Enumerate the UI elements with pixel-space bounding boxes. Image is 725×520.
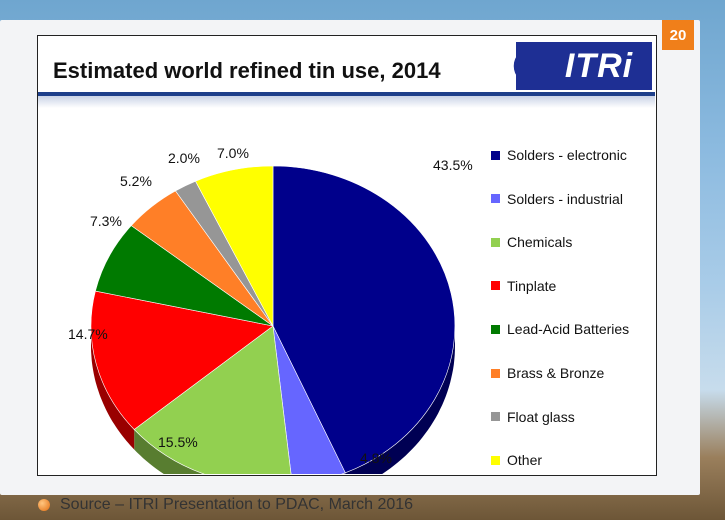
legend-label: Solders - electronic [507, 147, 627, 163]
legend-item-tinplate: Tinplate [491, 277, 556, 295]
pie-slice-side-1 [342, 472, 346, 474]
legend-swatch [491, 368, 500, 378]
itri-logo: ITRi [516, 42, 652, 90]
pie-slice-chemicals [133, 325, 292, 474]
legend-item-other: Other [491, 451, 542, 469]
pie-slice-solders-electronic [272, 165, 456, 474]
title-rule [38, 92, 655, 96]
pie-slice-other [195, 165, 274, 327]
legend-swatch [491, 194, 500, 204]
value-label-5: 5.2% [120, 173, 152, 189]
source-text: Source – ITRI Presentation to PDAC, Marc… [60, 496, 414, 513]
itri-logo-text: ITRi [564, 46, 634, 85]
legend-swatch [491, 150, 500, 160]
legend-swatch [491, 412, 500, 422]
legend-swatch [491, 324, 500, 334]
legend-swatch [491, 455, 500, 465]
pie-slice-side-2 [134, 429, 204, 474]
value-label-7: 7.0% [217, 145, 249, 161]
legend-swatch [491, 237, 500, 247]
legend-label: Lead-Acid Batteries [507, 321, 630, 338]
value-label-0: 43.5% [433, 157, 473, 173]
legend-label: Float glass [507, 408, 575, 425]
value-label-6: 2.0% [168, 150, 200, 166]
title-rule-shadow [38, 96, 655, 108]
value-label-3: 14.7% [68, 326, 108, 342]
legend-item-solders-electronic: Solders - electronic [491, 146, 627, 164]
value-label-4: 7.3% [90, 213, 122, 229]
legend-item-float-glass: Float glass [491, 408, 575, 426]
legend-label: Other [507, 452, 543, 469]
legend-label: Tinplate [507, 277, 557, 294]
legend-item-solders-industrial: Solders - industrial [491, 190, 623, 208]
legend-swatch [491, 281, 500, 291]
pie-slice-tinplate [90, 290, 274, 430]
legend-label: Brass & Bronze [507, 365, 605, 381]
page-number-badge: 20 [662, 20, 694, 50]
legend-item-lead-acid-batteries: Lead-Acid Batteries [491, 320, 629, 338]
pie-slice-side-0 [345, 326, 455, 474]
legend-item-brass-bronze: Brass & Bronze [491, 364, 604, 382]
legend-item-chemicals: Chemicals [491, 233, 572, 251]
pie-slice-solders-industrial [272, 325, 346, 474]
bullet-dot-icon [38, 499, 50, 511]
pie-slice-side-3 [91, 326, 135, 450]
chart-frame: Estimated world refined tin use, 2014 IT… [37, 35, 657, 476]
legend-label: Chemicals [507, 234, 573, 251]
source-note: Source – ITRI Presentation to PDAC, Marc… [38, 496, 413, 514]
legend-label: Solders - industrial [507, 190, 623, 207]
pie-chart: 43.5% 4.8% 15.5% 14.7% 7.3% 5.2% 2.0% 7.0% [68, 145, 473, 474]
value-label-1: 4.8% [360, 450, 392, 466]
chart-title: Estimated world refined tin use, 2014 [53, 58, 441, 83]
value-label-2: 15.5% [158, 434, 198, 450]
